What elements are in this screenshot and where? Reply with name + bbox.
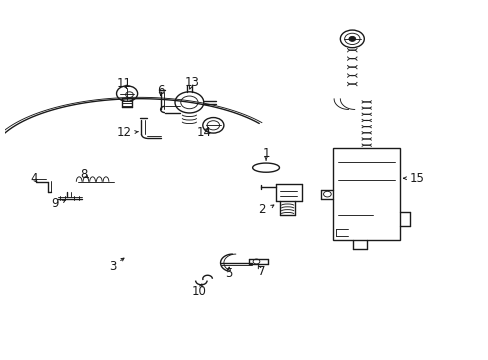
Text: 9: 9 — [51, 198, 59, 211]
Text: 11: 11 — [116, 77, 131, 90]
Text: 4: 4 — [30, 172, 37, 185]
Text: 5: 5 — [225, 267, 232, 280]
Bar — [332, 148, 399, 240]
Text: 12: 12 — [117, 126, 132, 139]
Text: 14: 14 — [196, 126, 211, 139]
Text: 2: 2 — [258, 203, 265, 216]
Text: 7: 7 — [257, 265, 264, 278]
Circle shape — [323, 191, 330, 197]
Text: 3: 3 — [109, 260, 116, 273]
Text: 1: 1 — [262, 147, 269, 160]
Text: 8: 8 — [80, 168, 87, 181]
Text: 15: 15 — [409, 172, 424, 185]
Circle shape — [348, 36, 355, 41]
Text: 10: 10 — [191, 285, 206, 298]
Text: 6: 6 — [157, 84, 164, 96]
Text: 13: 13 — [184, 76, 199, 90]
